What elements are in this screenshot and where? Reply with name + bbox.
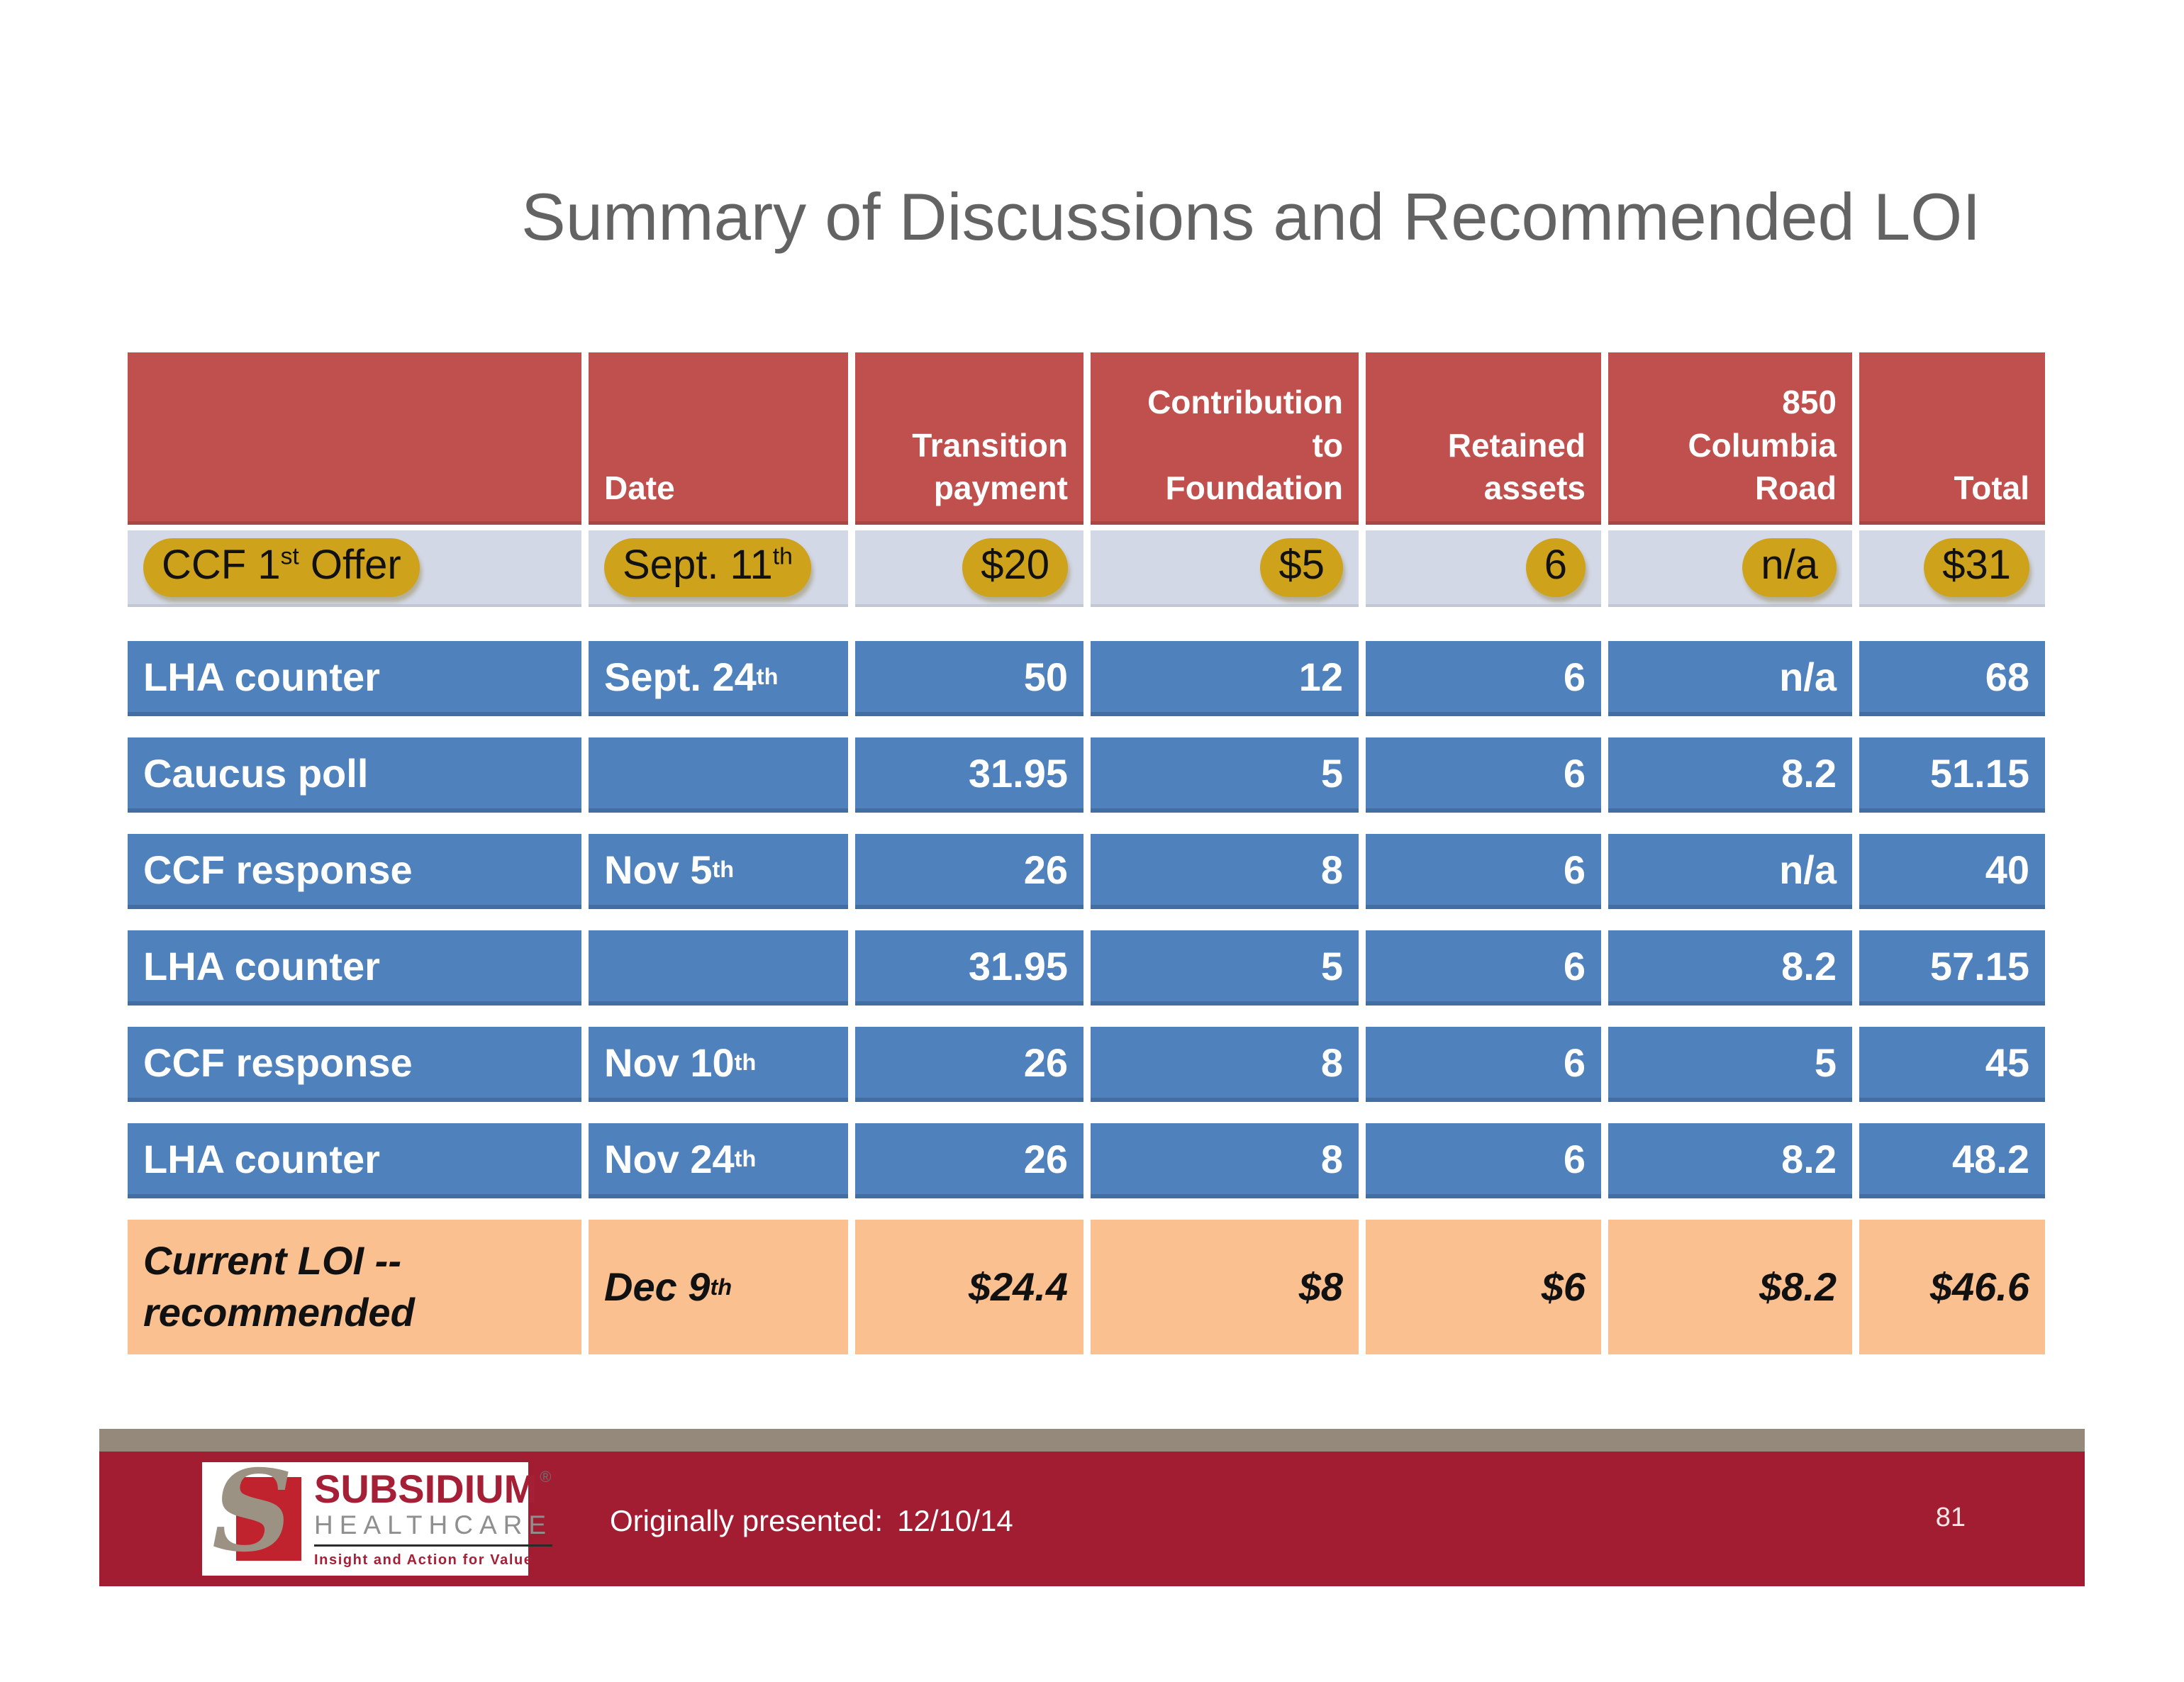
- label-cell: CCF 1st Offer: [128, 530, 581, 607]
- 850-columbia-road-cell: n/a: [1608, 641, 1852, 716]
- label-cell: Caucus poll: [128, 737, 581, 813]
- contribution-to-foundation-cell: 8: [1091, 1027, 1359, 1102]
- transition-payment-cell: 31.95: [855, 737, 1083, 813]
- table-header-row: Date Transition payment Contribution to Found…: [128, 352, 2045, 525]
- retained-assets-cell: 6: [1366, 641, 1601, 716]
- subsidium-healthcare-logo: S SUBSIDIUM ® HEALTHCARE Insight and Act…: [202, 1456, 553, 1576]
- transition-payment-cell: 50: [855, 641, 1083, 716]
- total-cell: 40: [1859, 834, 2045, 909]
- contribution-to-foundation-cell: 5: [1091, 737, 1359, 813]
- label-cell: LHA counter: [128, 930, 581, 1006]
- column-header-contribution-to-foundation: Contribution to Foundation: [1091, 352, 1359, 525]
- logo-text: SUBSIDIUM ® HEALTHCARE Insight and Actio…: [314, 1469, 553, 1569]
- retained-assets-cell: $6: [1366, 1220, 1601, 1354]
- label-cell: Current LOI -- recommended: [128, 1220, 581, 1354]
- logo-brand-line: SUBSIDIUM ®: [314, 1469, 552, 1509]
- logo-mark: S: [212, 1456, 301, 1568]
- date-cell: [589, 737, 848, 813]
- retained-assets-cell: 6: [1366, 930, 1601, 1006]
- retained-assets-cell: 6: [1366, 530, 1601, 607]
- column-header-850-columbia-road: 850 Columbia Road: [1608, 352, 1852, 525]
- total-cell: $46.6: [1859, 1220, 2045, 1354]
- column-header-label: [128, 352, 581, 525]
- footer-bar: S SUBSIDIUM ® HEALTHCARE Insight and Act…: [99, 1452, 2085, 1586]
- transition-payment-cell: $20: [855, 530, 1083, 607]
- highlight-oval: Sept. 11th: [604, 538, 811, 597]
- highlight-oval: $31: [1924, 538, 2029, 597]
- column-header-date: Date: [589, 352, 848, 525]
- transition-payment-cell: 31.95: [855, 930, 1083, 1006]
- column-header-retained-assets: Retained assets: [1366, 352, 1601, 525]
- highlight-oval: $5: [1260, 538, 1343, 597]
- logo-brand-name: SUBSIDIUM: [314, 1466, 537, 1512]
- label-cell: LHA counter: [128, 641, 581, 716]
- highlight-oval: 6: [1525, 538, 1586, 597]
- footer-accent-strip: [99, 1429, 2085, 1452]
- 850-columbia-road-cell: n/a: [1608, 530, 1852, 607]
- date-cell: Sept. 11th: [589, 530, 848, 607]
- total-cell: 57.15: [1859, 930, 2045, 1006]
- 850-columbia-road-cell: 5: [1608, 1027, 1852, 1102]
- registered-trademark-icon: ®: [540, 1468, 552, 1486]
- footer-note: Originally presented: 12/10/14: [610, 1504, 1013, 1538]
- contribution-to-foundation-cell: 5: [1091, 930, 1359, 1006]
- page-title: Summary of Discussions and Recommended L…: [521, 179, 1981, 254]
- transition-payment-cell: $24.4: [855, 1220, 1083, 1354]
- column-header-transition-payment: Transition payment: [855, 352, 1083, 525]
- retained-assets-cell: 6: [1366, 1123, 1601, 1198]
- total-cell: 48.2: [1859, 1123, 2045, 1198]
- highlight-oval: n/a: [1742, 538, 1837, 597]
- label-cell: LHA counter: [128, 1123, 581, 1198]
- page-number: 81: [1935, 1503, 1966, 1532]
- logo-division-name: HEALTHCARE: [314, 1511, 553, 1547]
- 850-columbia-road-cell: 8.2: [1608, 930, 1852, 1006]
- logo-tagline: Insight and Action for Value: [314, 1552, 533, 1568]
- contribution-to-foundation-cell: 12: [1091, 641, 1359, 716]
- transition-payment-cell: 26: [855, 1123, 1083, 1198]
- total-cell: 45: [1859, 1027, 2045, 1102]
- 850-columbia-road-cell: 8.2: [1608, 1123, 1852, 1198]
- table-row-caucus-poll: Caucus poll 31.95 5 6 8.2 51.15: [128, 737, 2045, 813]
- transition-payment-cell: 26: [855, 834, 1083, 909]
- total-cell: 51.15: [1859, 737, 2045, 813]
- negotiation-summary-table: Date Transition payment Contribution to Found…: [128, 352, 2045, 1354]
- total-cell: 68: [1859, 641, 2045, 716]
- highlight-oval: $20: [962, 538, 1068, 597]
- retained-assets-cell: 6: [1366, 1027, 1601, 1102]
- transition-payment-cell: 26: [855, 1027, 1083, 1102]
- table-row-ccf-1st-offer: CCF 1st Offer Sept. 11th $20 $5 6 n/a $31: [128, 530, 2045, 607]
- label-cell: CCF response: [128, 834, 581, 909]
- table-row-lha-counter-2: LHA counter 31.95 5 6 8.2 57.15: [128, 930, 2045, 1006]
- footer-note-label: Originally presented:: [610, 1504, 884, 1537]
- contribution-to-foundation-cell: $5: [1091, 530, 1359, 607]
- total-cell: $31: [1859, 530, 2045, 607]
- 850-columbia-road-cell: $8.2: [1608, 1220, 1852, 1354]
- logo-s-glyph: S: [212, 1446, 294, 1577]
- retained-assets-cell: 6: [1366, 834, 1601, 909]
- contribution-to-foundation-cell: 8: [1091, 834, 1359, 909]
- label-cell: CCF response: [128, 1027, 581, 1102]
- retained-assets-cell: 6: [1366, 737, 1601, 813]
- footer-note-date: 12/10/14: [897, 1504, 1013, 1537]
- date-cell: [589, 930, 848, 1006]
- highlight-oval: CCF 1st Offer: [143, 538, 420, 597]
- contribution-to-foundation-cell: $8: [1091, 1220, 1359, 1354]
- 850-columbia-road-cell: 8.2: [1608, 737, 1852, 813]
- contribution-to-foundation-cell: 8: [1091, 1123, 1359, 1198]
- 850-columbia-road-cell: n/a: [1608, 834, 1852, 909]
- column-header-total: Total: [1859, 352, 2045, 525]
